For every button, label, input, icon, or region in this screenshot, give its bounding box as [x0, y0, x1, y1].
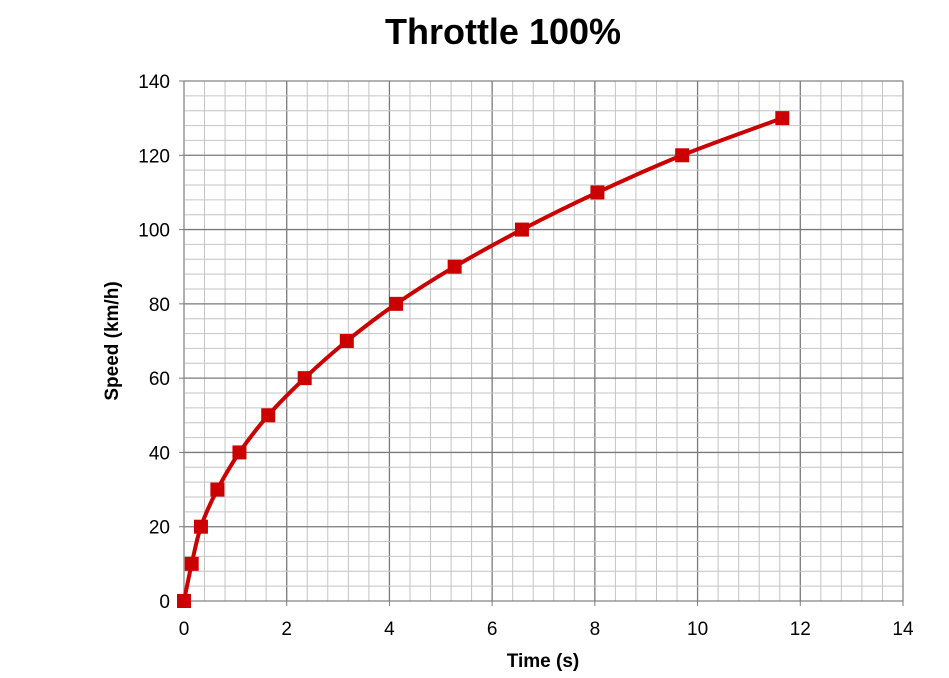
y-tick-label: 40 — [149, 443, 170, 464]
x-tick-label: 6 — [487, 619, 498, 640]
chart-title: Throttle 100% — [385, 11, 621, 52]
data-point-marker — [210, 482, 225, 497]
data-point-marker — [590, 185, 605, 200]
x-tick-label: 2 — [281, 619, 292, 640]
x-tick-label: 8 — [590, 619, 601, 640]
data-point-marker — [193, 519, 208, 534]
x-tick-label: 12 — [790, 619, 811, 640]
x-axis-label: Time (s) — [507, 651, 580, 672]
data-point-marker — [339, 334, 354, 348]
data-point-marker — [297, 371, 312, 386]
series — [177, 111, 790, 608]
data-point-marker — [232, 445, 247, 460]
y-tick-label: 20 — [149, 518, 170, 539]
y-tick-label: 100 — [138, 221, 170, 242]
plot-area — [183, 80, 904, 602]
y-tick-label: 0 — [159, 592, 170, 613]
data-point-marker — [675, 148, 690, 163]
series-line — [182, 116, 784, 602]
data-point-marker — [775, 111, 790, 126]
data-point-marker — [177, 594, 191, 608]
y-tick-label: 140 — [138, 72, 170, 93]
data-point-marker — [447, 259, 462, 274]
data-point-marker — [389, 296, 404, 311]
x-tick-label: 10 — [687, 619, 708, 640]
data-point-marker — [184, 556, 199, 571]
x-tick-label: 4 — [384, 619, 395, 640]
x-tick-label: 0 — [179, 619, 190, 640]
y-tick-label: 80 — [149, 295, 170, 316]
y-axis-label: Speed (km/h) — [102, 281, 123, 400]
data-point-marker — [261, 408, 276, 423]
y-tick-label: 120 — [138, 146, 170, 167]
grid — [183, 80, 904, 602]
data-point-marker — [514, 222, 529, 237]
x-tick-label: 14 — [892, 619, 914, 640]
y-tick-label: 60 — [149, 369, 170, 390]
